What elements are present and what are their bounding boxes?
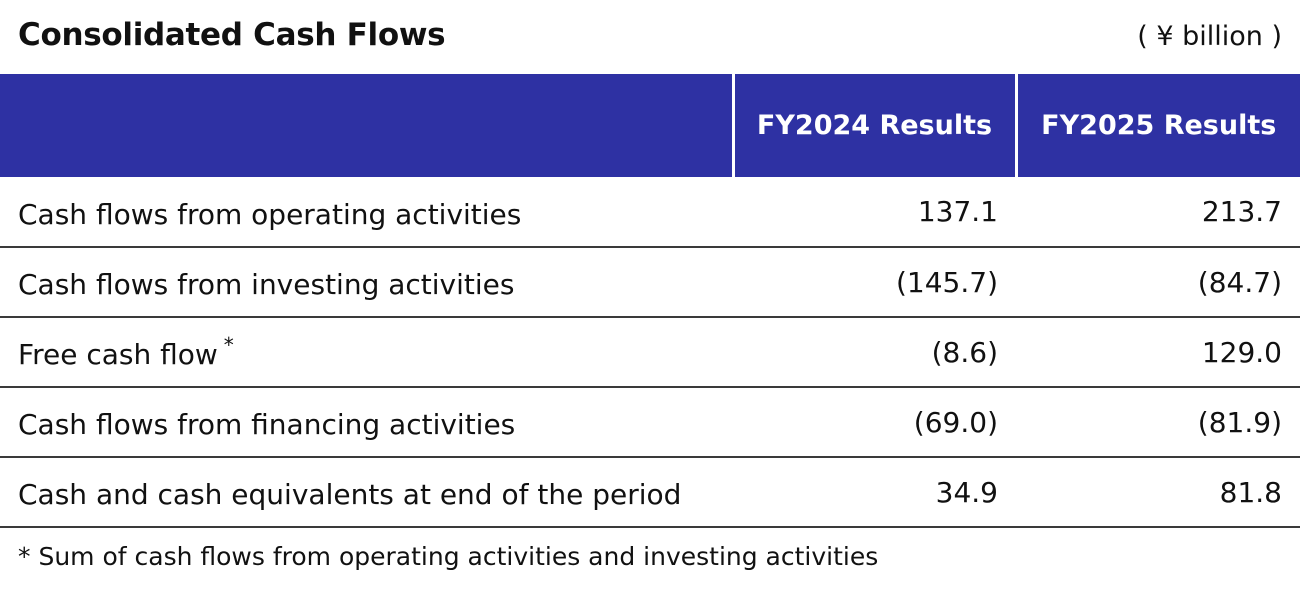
value-fy2025: 129.0 [1016,317,1300,388]
value-fy2025: 213.7 [1016,177,1300,248]
row-label-text: Cash flows from investing activities [18,268,515,301]
value-fy2024: (69.0) [733,387,1016,458]
row-label-text: Cash and cash equivalents at end of the … [18,478,682,511]
table-row: Cash flows from investing activities (14… [0,247,1300,318]
row-label-text: Cash flows from financing activities [18,408,516,441]
value-fy2025: (81.9) [1016,387,1300,458]
value-fy2025: 81.8 [1016,457,1300,528]
row-label: Cash and cash equivalents at end of the … [0,457,733,528]
value-fy2024: 34.9 [733,457,1016,528]
header-cell-label [0,74,735,177]
header-row: FY2024 Results FY2025 Results [0,74,1300,177]
footnote-mark: * [223,333,234,357]
cash-flow-table: FY2024 Results FY2025 Results Cash flows… [0,74,1300,528]
table-row: Free cash flow * (8.6) 129.0 [0,317,1300,388]
table-header: FY2024 Results FY2025 Results [0,74,1300,177]
row-label-text: Free cash flow [18,338,218,371]
row-label: Cash flows from investing activities [0,247,733,318]
footnote: * Sum of cash flows from operating activ… [18,542,879,571]
value-fy2025: (84.7) [1016,247,1300,318]
row-label-text: Cash flows from operating activities [18,197,522,231]
table-row: Cash and cash equivalents at end of the … [0,457,1300,528]
table-row: Cash flows from operating activities 137… [0,177,1300,248]
title-bar: Consolidated Cash Flows ( ¥ billion ) [0,0,1300,74]
value-fy2024: (8.6) [733,317,1016,388]
row-label: Cash flows from operating activities [0,177,733,248]
unit-label: ( ¥ billion ) [1137,21,1282,52]
header-cell-fy2025: FY2025 Results [1016,74,1300,177]
table-body: Cash flows from operating activities 137… [0,177,1300,528]
table-title: Consolidated Cash Flows [18,17,446,53]
header-cell-fy2024: FY2024 Results [733,74,1018,177]
value-fy2024: (145.7) [733,247,1016,318]
row-label: Cash flows from financing activities [0,387,733,458]
value-fy2024: 137.1 [733,177,1016,248]
table-row: Cash flows from financing activities (69… [0,387,1300,458]
row-label: Free cash flow * [0,317,733,388]
